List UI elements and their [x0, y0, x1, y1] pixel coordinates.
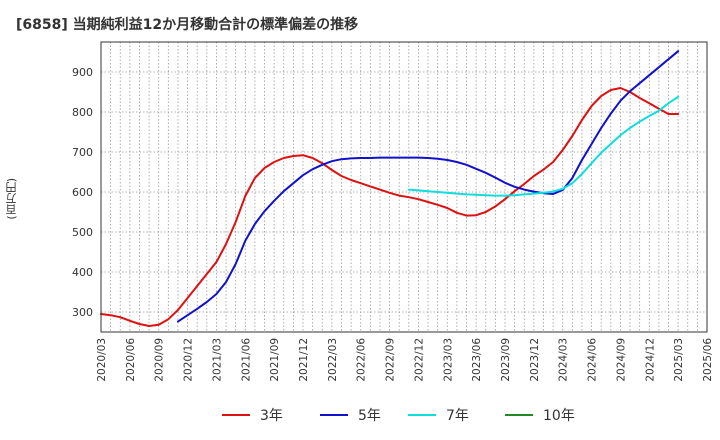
x-tick-label: 2024/06 — [587, 338, 599, 382]
x-tick-label: 2022/06 — [356, 338, 368, 382]
x-tick-label: 2020/03 — [96, 338, 108, 382]
series-line-1 — [176, 50, 680, 323]
x-tick-label: 2020/09 — [154, 338, 166, 382]
legend-item-2: 7年 — [408, 404, 469, 426]
x-tick-label: 2024/12 — [644, 338, 656, 382]
legend-label: 10年 — [543, 408, 575, 424]
x-tick-label: 2022/12 — [413, 338, 425, 382]
x-tick-label: 2025/03 — [673, 338, 685, 382]
x-tick-label: 2023/03 — [442, 338, 454, 382]
x-tick-label: 2024/03 — [558, 338, 570, 382]
y-tick-label: 400 — [72, 266, 93, 279]
y-tick-label: 500 — [72, 226, 93, 239]
x-tick-label: 2021/03 — [211, 338, 223, 382]
x-tick-label: 2025/06 — [702, 338, 714, 382]
legend-swatch — [408, 414, 436, 416]
x-tick-label: 2023/06 — [471, 338, 483, 382]
x-tick-label: 2020/12 — [183, 338, 195, 382]
legend-item-1: 5年 — [320, 404, 381, 426]
legend-swatch — [505, 414, 533, 416]
y-tick-label: 900 — [72, 66, 93, 79]
x-tick-label: 2021/09 — [269, 338, 281, 382]
x-tick-label: 2022/09 — [385, 338, 397, 382]
x-tick-label: 2023/12 — [529, 338, 541, 382]
legend-item-0: 3年 — [222, 404, 283, 426]
legend-label: 7年 — [446, 408, 469, 424]
x-tick-label: 2024/09 — [615, 338, 627, 382]
x-tick-label: 2021/12 — [298, 338, 310, 382]
legend-label: 3年 — [260, 408, 283, 424]
y-tick-label: 700 — [72, 146, 93, 159]
x-tick-label: 2021/06 — [240, 338, 252, 382]
y-tick-label: 600 — [72, 186, 93, 199]
series-line-0 — [100, 87, 680, 327]
legend-label: 5年 — [358, 408, 381, 424]
y-tick-label: 800 — [72, 106, 93, 119]
y-tick-label: 300 — [72, 306, 93, 319]
legend-item-3: 10年 — [505, 404, 575, 426]
x-tick-label: 2023/09 — [500, 338, 512, 382]
legend-swatch — [222, 414, 250, 416]
legend: 3年 5年 7年 10年 — [0, 404, 720, 426]
x-tick-label: 2022/03 — [327, 338, 339, 382]
series-line-2 — [407, 95, 680, 197]
legend-swatch — [320, 414, 348, 416]
plot-frame — [100, 41, 708, 333]
x-tick-label: 2020/06 — [125, 338, 137, 382]
plot-area — [101, 42, 707, 332]
chart-title: [6858] 当期純利益12か月移動合計の標準偏差の推移 — [16, 17, 359, 33]
